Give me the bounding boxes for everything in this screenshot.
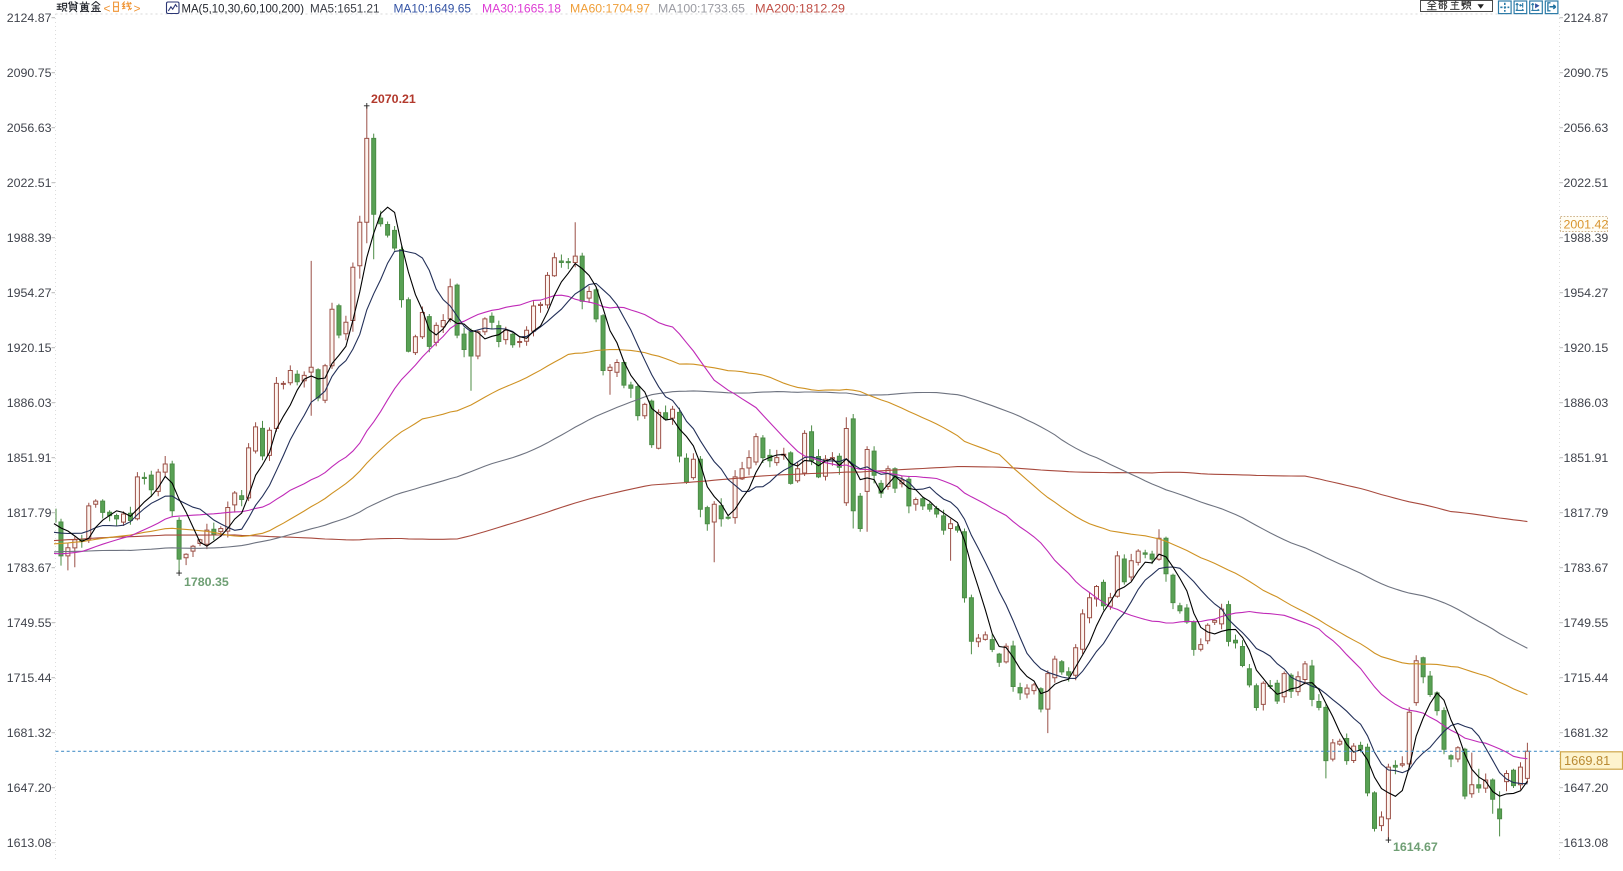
svg-text:1715.44: 1715.44 [7, 671, 52, 685]
svg-text:1817.79: 1817.79 [1564, 506, 1609, 520]
svg-text:MA60:1704.97: MA60:1704.97 [570, 1, 650, 15]
svg-text:1851.91: 1851.91 [1564, 451, 1609, 465]
svg-text:1886.03: 1886.03 [1564, 396, 1609, 410]
svg-text:1613.08: 1613.08 [7, 836, 52, 850]
svg-text:MA30:1665.18: MA30:1665.18 [482, 1, 561, 15]
svg-text:2124.87: 2124.87 [7, 11, 52, 25]
svg-text:1647.20: 1647.20 [1564, 781, 1609, 795]
svg-text:1920.15: 1920.15 [1564, 341, 1609, 355]
svg-text:2056.63: 2056.63 [7, 121, 52, 135]
svg-text:1681.32: 1681.32 [1564, 726, 1609, 740]
svg-text:1613.08: 1613.08 [1564, 836, 1609, 850]
svg-text:1647.20: 1647.20 [7, 781, 52, 795]
svg-text:1954.27: 1954.27 [7, 286, 52, 300]
svg-text:2090.75: 2090.75 [7, 66, 52, 80]
svg-text:MA5:1651.21: MA5:1651.21 [310, 1, 380, 15]
svg-text:1749.55: 1749.55 [7, 616, 52, 630]
svg-text:1988.39: 1988.39 [1564, 231, 1609, 245]
svg-text:>: > [134, 1, 141, 15]
svg-text:1749.55: 1749.55 [1564, 616, 1609, 630]
svg-text:1988.39: 1988.39 [7, 231, 52, 245]
svg-text:MA10:1649.65: MA10:1649.65 [394, 1, 472, 15]
svg-text:1681.32: 1681.32 [7, 726, 52, 740]
svg-text:1783.67: 1783.67 [7, 561, 52, 575]
svg-text:2070.21: 2070.21 [371, 92, 416, 106]
svg-text:1614.67: 1614.67 [1393, 840, 1438, 854]
svg-text:1669.81: 1669.81 [1564, 753, 1610, 768]
svg-text:1851.91: 1851.91 [7, 451, 52, 465]
svg-text:1783.67: 1783.67 [1564, 561, 1609, 575]
svg-text:<: < [104, 1, 111, 15]
svg-text:MA200:1812.29: MA200:1812.29 [755, 1, 845, 15]
svg-text:1715.44: 1715.44 [1564, 671, 1609, 685]
svg-text:2090.75: 2090.75 [1564, 66, 1609, 80]
svg-text:1920.15: 1920.15 [7, 341, 52, 355]
svg-text:MA100:1733.65: MA100:1733.65 [658, 1, 745, 15]
svg-text:1954.27: 1954.27 [1564, 286, 1609, 300]
svg-text:1886.03: 1886.03 [7, 396, 52, 410]
svg-text:1780.35: 1780.35 [184, 575, 229, 589]
svg-text:2001.42: 2001.42 [1564, 218, 1609, 232]
svg-text:MA(5,10,30,60,100,200): MA(5,10,30,60,100,200) [182, 1, 305, 15]
svg-text:2056.63: 2056.63 [1564, 121, 1609, 135]
svg-text:2022.51: 2022.51 [7, 176, 52, 190]
svg-text:2124.87: 2124.87 [1564, 11, 1609, 25]
svg-text:2022.51: 2022.51 [1564, 176, 1609, 190]
svg-text:1817.79: 1817.79 [7, 506, 52, 520]
